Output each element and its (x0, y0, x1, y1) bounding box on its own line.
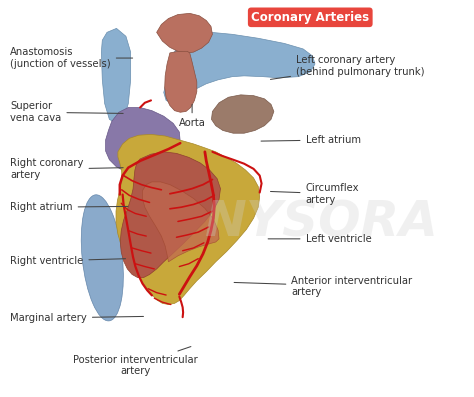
Polygon shape (164, 51, 197, 112)
Text: Circumflex
artery: Circumflex artery (271, 183, 359, 204)
Polygon shape (120, 152, 220, 278)
Polygon shape (143, 182, 219, 262)
Polygon shape (101, 29, 131, 123)
Text: Right ventricle: Right ventricle (10, 256, 126, 266)
Ellipse shape (81, 195, 123, 321)
Text: Superior
vena cava: Superior vena cava (10, 102, 123, 123)
Text: Coronary Arteries: Coronary Arteries (251, 11, 369, 24)
Polygon shape (156, 13, 212, 53)
Text: Anastomosis
(junction of vessels): Anastomosis (junction of vessels) (10, 47, 133, 69)
Text: Posterior interventricular
artery: Posterior interventricular artery (73, 347, 198, 376)
Text: Left atrium: Left atrium (261, 135, 361, 145)
Text: Aorta: Aorta (179, 104, 206, 128)
Text: Marginal artery: Marginal artery (10, 313, 144, 323)
Text: Right coronary
artery: Right coronary artery (10, 158, 123, 180)
Text: Left ventricle: Left ventricle (268, 234, 371, 244)
Polygon shape (116, 135, 260, 304)
Text: Left coronary artery
(behind pulmonary trunk): Left coronary artery (behind pulmonary t… (271, 55, 425, 79)
Polygon shape (106, 108, 180, 173)
Text: NYSORA: NYSORA (205, 198, 439, 246)
Text: Anterior interventricular
artery: Anterior interventricular artery (234, 276, 412, 297)
Polygon shape (164, 32, 315, 104)
Text: Right atrium: Right atrium (10, 202, 128, 212)
Polygon shape (211, 95, 274, 133)
